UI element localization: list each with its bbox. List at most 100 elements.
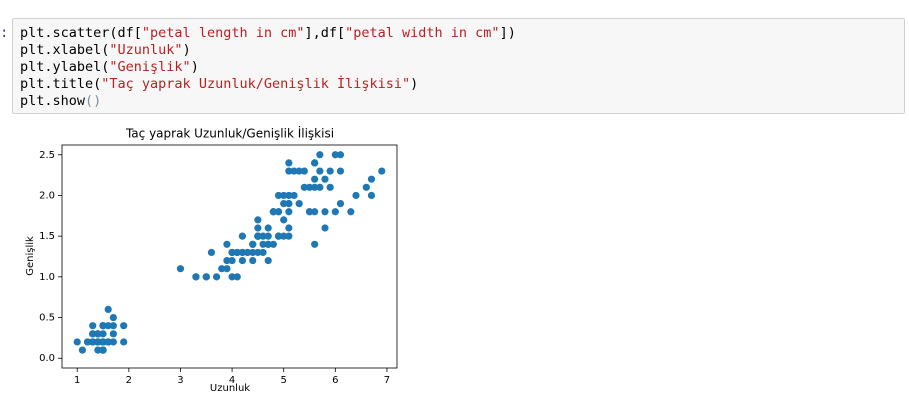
code-token: plt.title( bbox=[20, 76, 102, 92]
scatter-point bbox=[316, 151, 324, 159]
scatter-point bbox=[331, 208, 339, 216]
scatter-point bbox=[352, 191, 360, 200]
scatter-point bbox=[243, 248, 252, 257]
x-tick-label: 5 bbox=[281, 375, 287, 386]
code-token: ]) bbox=[499, 25, 516, 41]
scatter-point bbox=[223, 265, 231, 273]
scatter-point bbox=[233, 248, 241, 257]
scatter-point bbox=[238, 256, 247, 265]
scatter-point bbox=[269, 240, 277, 248]
chart-title: Taç yaprak Uzunluk/Genişlik İlişkisi bbox=[125, 126, 334, 141]
scatter-point bbox=[326, 167, 334, 175]
scatter-point bbox=[109, 330, 117, 338]
scatter-point bbox=[305, 183, 314, 191]
scatter-point bbox=[192, 273, 200, 281]
scatter-point bbox=[285, 199, 293, 208]
code-token: plt.scatter(df[ bbox=[20, 25, 142, 41]
scatter-point bbox=[228, 256, 236, 265]
scatter-point bbox=[321, 175, 329, 183]
chart: Taç yaprak Uzunluk/Genişlik İlişkisi Uzu… bbox=[25, 126, 398, 394]
scatter-point bbox=[202, 273, 210, 281]
scatter-point bbox=[94, 330, 102, 338]
code-line: plt.title("Taç yaprak Uzunluk/Genişlik İ… bbox=[20, 76, 904, 93]
code-token: ],df[ bbox=[304, 25, 346, 41]
scatter-point bbox=[259, 232, 267, 240]
scatter-point bbox=[109, 338, 117, 346]
scatter-point bbox=[120, 338, 128, 346]
scatter-point bbox=[249, 240, 257, 248]
scatter-point bbox=[89, 330, 97, 338]
x-tick-label: 7 bbox=[384, 375, 390, 386]
scatter-point bbox=[285, 208, 293, 216]
scatter-point bbox=[290, 191, 298, 200]
y-tick-label: 2.0 bbox=[39, 190, 55, 201]
scatter-point bbox=[367, 175, 376, 183]
scatter-point bbox=[238, 248, 247, 257]
scatter-point bbox=[326, 183, 334, 191]
code-line: plt.ylabel("Genişlik") bbox=[20, 59, 904, 76]
scatter-point bbox=[295, 199, 303, 208]
scatter-point bbox=[311, 159, 319, 167]
scatter-point bbox=[316, 183, 324, 191]
scatter-point bbox=[336, 167, 345, 175]
scatter-point bbox=[254, 216, 262, 224]
scatter-point bbox=[99, 330, 107, 338]
scatter-point bbox=[264, 240, 272, 248]
x-axis-label: Uzunluk bbox=[210, 383, 250, 394]
code-token: plt.show bbox=[20, 93, 86, 109]
scatter-point bbox=[285, 159, 293, 167]
code-line: plt.xlabel("Uzunluk") bbox=[20, 42, 904, 59]
scatter-point bbox=[264, 232, 272, 240]
scatter-point bbox=[238, 232, 247, 240]
y-tick-label: 1.5 bbox=[39, 231, 55, 242]
scatter-point bbox=[336, 199, 345, 208]
scatter-point bbox=[207, 248, 216, 257]
code-token: "petal length in cm" bbox=[141, 25, 305, 41]
x-tick-label: 6 bbox=[332, 375, 338, 386]
scatter-point bbox=[89, 322, 97, 330]
x-tick-label: 1 bbox=[74, 375, 80, 386]
scatter-point bbox=[254, 232, 262, 240]
scatter-point bbox=[212, 273, 221, 281]
scatter-point bbox=[311, 240, 319, 248]
scatter-point bbox=[285, 167, 293, 175]
scatter-point bbox=[73, 338, 81, 346]
code-cell[interactable]: plt.scatter(df["petal length in cm"],df[… bbox=[12, 18, 905, 114]
scatter-point bbox=[285, 232, 293, 240]
code-token: plt.ylabel( bbox=[20, 59, 110, 75]
scatter-point bbox=[233, 273, 241, 281]
scatter-point bbox=[264, 256, 272, 265]
scatter-point bbox=[280, 191, 288, 200]
scatter-point bbox=[285, 224, 293, 232]
scatter-point bbox=[321, 224, 329, 232]
scatter-point bbox=[305, 208, 314, 216]
scatter-point bbox=[300, 167, 308, 175]
scatter-point bbox=[249, 256, 257, 265]
scatter-point bbox=[249, 248, 257, 257]
plot-frame bbox=[61, 144, 398, 369]
scatter-point bbox=[104, 322, 112, 330]
scatter-point bbox=[378, 167, 386, 175]
scatter-point bbox=[254, 224, 262, 232]
scatter-point bbox=[104, 338, 112, 346]
x-tick-label: 2 bbox=[126, 375, 132, 386]
scatter-point bbox=[99, 322, 107, 330]
scatter-point bbox=[259, 240, 267, 248]
scatter-point bbox=[321, 208, 329, 216]
scatter-point bbox=[99, 346, 107, 354]
code-line: plt.show() bbox=[20, 93, 904, 110]
code-token: () bbox=[85, 93, 102, 109]
scatter-point bbox=[269, 208, 277, 216]
scatter-point bbox=[94, 338, 102, 346]
scatter-point bbox=[218, 265, 226, 273]
scatter-point bbox=[295, 167, 303, 175]
scatter-point bbox=[280, 199, 288, 208]
scatter-point bbox=[367, 191, 376, 200]
scatter-point bbox=[176, 265, 185, 273]
scatter-point bbox=[280, 232, 288, 240]
scatter-point bbox=[99, 338, 107, 346]
scatter-point bbox=[274, 208, 283, 216]
code-token: "petal width in cm" bbox=[345, 25, 500, 41]
scatter-point bbox=[89, 338, 97, 346]
